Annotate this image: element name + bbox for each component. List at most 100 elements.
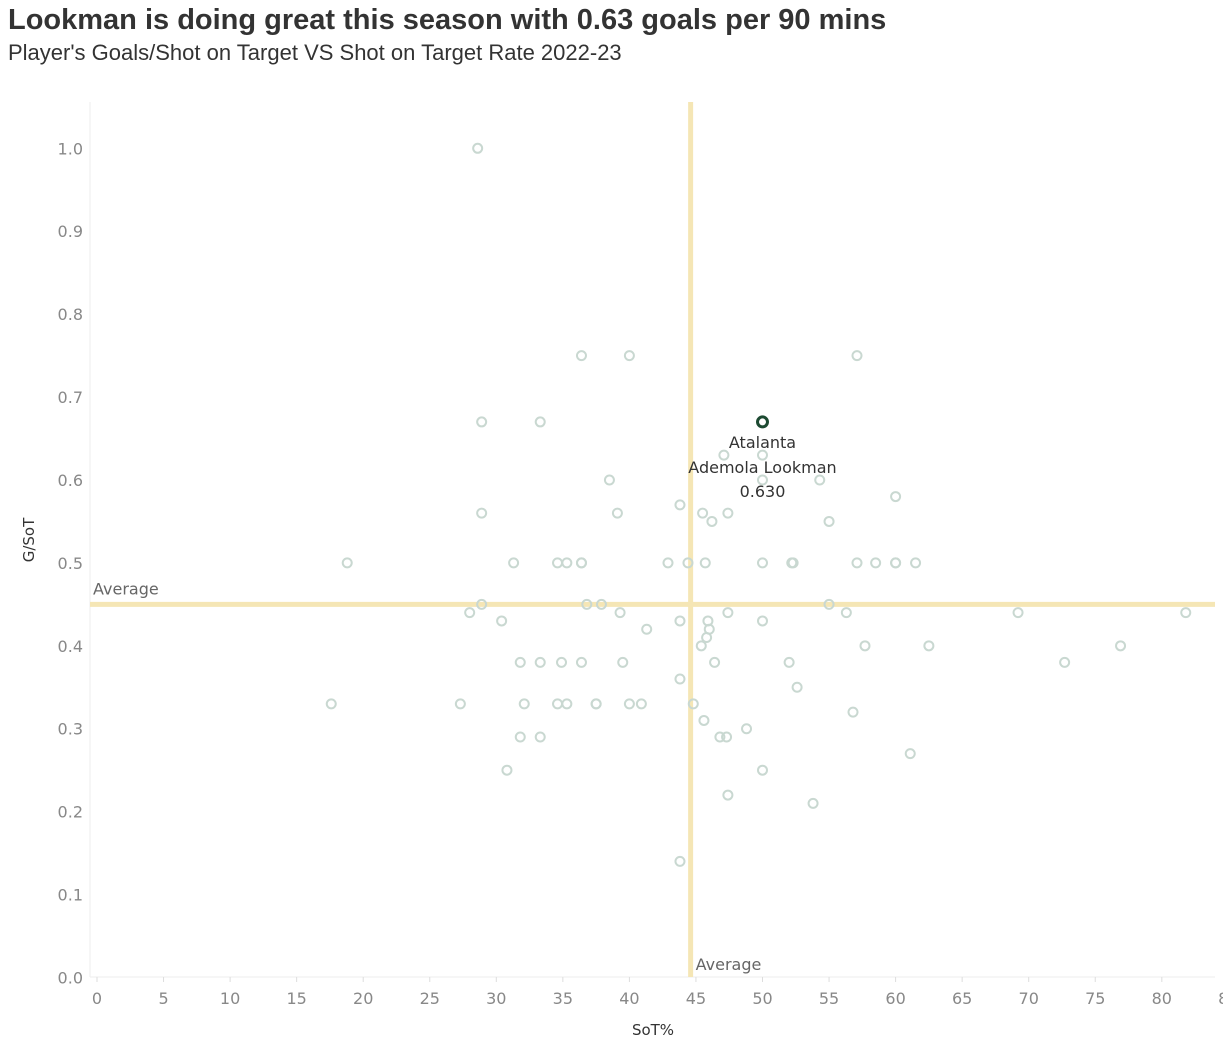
data-point xyxy=(847,706,859,718)
x-axis-title: SoT% xyxy=(632,1021,674,1039)
axes xyxy=(89,102,1215,982)
x-tick-label: 50 xyxy=(752,989,772,1008)
data-point xyxy=(870,557,882,569)
data-point xyxy=(514,731,526,743)
data-point xyxy=(534,731,546,743)
data-point xyxy=(757,449,768,461)
y-tick-label: 0.3 xyxy=(58,720,83,739)
x-tick-label: 75 xyxy=(1085,989,1105,1008)
data-point xyxy=(501,764,513,776)
x-tick-label: 15 xyxy=(286,989,306,1008)
x-tick-label: 25 xyxy=(420,989,440,1008)
data-point xyxy=(890,491,902,503)
y-tick-label: 0.2 xyxy=(58,803,83,822)
data-point xyxy=(614,607,626,619)
data-point xyxy=(674,673,686,685)
data-point xyxy=(757,474,768,486)
highlight-point xyxy=(756,415,769,429)
data-point xyxy=(859,640,871,652)
data-point xyxy=(783,656,795,668)
axis-labels: 0 5 10 15 20 25 30 35 40 45 50 55 60 65 70 75 80 85 0.0 0.1… xyxy=(20,139,1223,1039)
y-tick-label: 0.6 xyxy=(58,471,83,490)
x-tick-label: 40 xyxy=(619,989,639,1008)
chart-title: Lookman is doing great this season with … xyxy=(8,4,887,36)
y-tick-label: 0.8 xyxy=(58,305,83,324)
data-point xyxy=(706,515,718,527)
data-point xyxy=(757,764,768,776)
data-point xyxy=(556,656,568,668)
x-tick-label: 85 xyxy=(1218,989,1223,1008)
data-point xyxy=(701,632,713,644)
x-tick-label: 35 xyxy=(553,989,573,1008)
data-point xyxy=(1115,640,1127,652)
data-point xyxy=(807,797,819,809)
data-point xyxy=(325,698,337,710)
highlight-group: Atalanta Ademola Lookman 0.630 xyxy=(688,415,837,501)
reference-lines xyxy=(90,102,1215,977)
data-point xyxy=(674,855,686,867)
data-point xyxy=(662,557,674,569)
data-point xyxy=(787,557,799,569)
data-point xyxy=(1059,656,1071,668)
x-tick-label: 70 xyxy=(1019,989,1039,1008)
data-point xyxy=(590,698,602,710)
x-tick-label: 5 xyxy=(158,989,168,1008)
data-point xyxy=(476,598,488,610)
data-point xyxy=(1012,607,1024,619)
data-point xyxy=(514,656,526,668)
highlight-value-label: 0.630 xyxy=(740,482,786,501)
data-point xyxy=(823,598,835,610)
data-points xyxy=(325,142,1192,867)
data-point xyxy=(341,557,353,569)
data-point xyxy=(721,731,733,743)
data-point xyxy=(904,748,916,760)
data-point xyxy=(697,507,709,519)
data-point xyxy=(791,681,803,693)
x-average-label: Average xyxy=(696,955,762,974)
data-point xyxy=(476,416,488,428)
data-point xyxy=(757,615,768,627)
data-point xyxy=(518,698,530,710)
data-point xyxy=(552,557,564,569)
data-point xyxy=(699,557,711,569)
data-point xyxy=(561,698,573,710)
y-tick-label: 0.7 xyxy=(58,388,83,407)
data-point xyxy=(687,698,699,710)
data-point xyxy=(623,698,635,710)
data-point xyxy=(840,607,852,619)
data-point xyxy=(623,350,635,362)
data-point xyxy=(823,515,835,527)
x-tick-label: 60 xyxy=(885,989,905,1008)
data-point xyxy=(575,656,587,668)
data-point xyxy=(674,499,686,511)
y-average-label: Average xyxy=(93,579,159,598)
x-tick-label: 45 xyxy=(686,989,706,1008)
y-tick-label: 0.9 xyxy=(58,222,83,241)
data-point xyxy=(741,723,753,735)
data-point xyxy=(581,598,593,610)
data-point xyxy=(757,557,768,569)
x-tick-label: 80 xyxy=(1152,989,1172,1008)
data-point xyxy=(698,714,710,726)
data-point xyxy=(851,350,863,362)
data-point xyxy=(722,789,734,801)
x-tick-label: 55 xyxy=(819,989,839,1008)
data-point xyxy=(722,607,734,619)
data-point xyxy=(714,731,726,743)
data-point xyxy=(595,598,607,610)
data-point xyxy=(534,656,546,668)
y-axis-title: G/SoT xyxy=(20,517,38,562)
highlight-team-label: Atalanta xyxy=(729,433,796,452)
data-point xyxy=(534,416,546,428)
data-point xyxy=(923,640,935,652)
y-tick-label: 1.0 xyxy=(58,139,83,158)
data-point xyxy=(552,698,564,710)
chart-subtitle: Player's Goals/Shot on Target VS Shot on… xyxy=(8,40,622,65)
data-point xyxy=(709,656,721,668)
data-point xyxy=(674,615,686,627)
data-point xyxy=(476,507,488,519)
data-point xyxy=(454,698,466,710)
data-point xyxy=(496,615,508,627)
data-point xyxy=(464,607,476,619)
